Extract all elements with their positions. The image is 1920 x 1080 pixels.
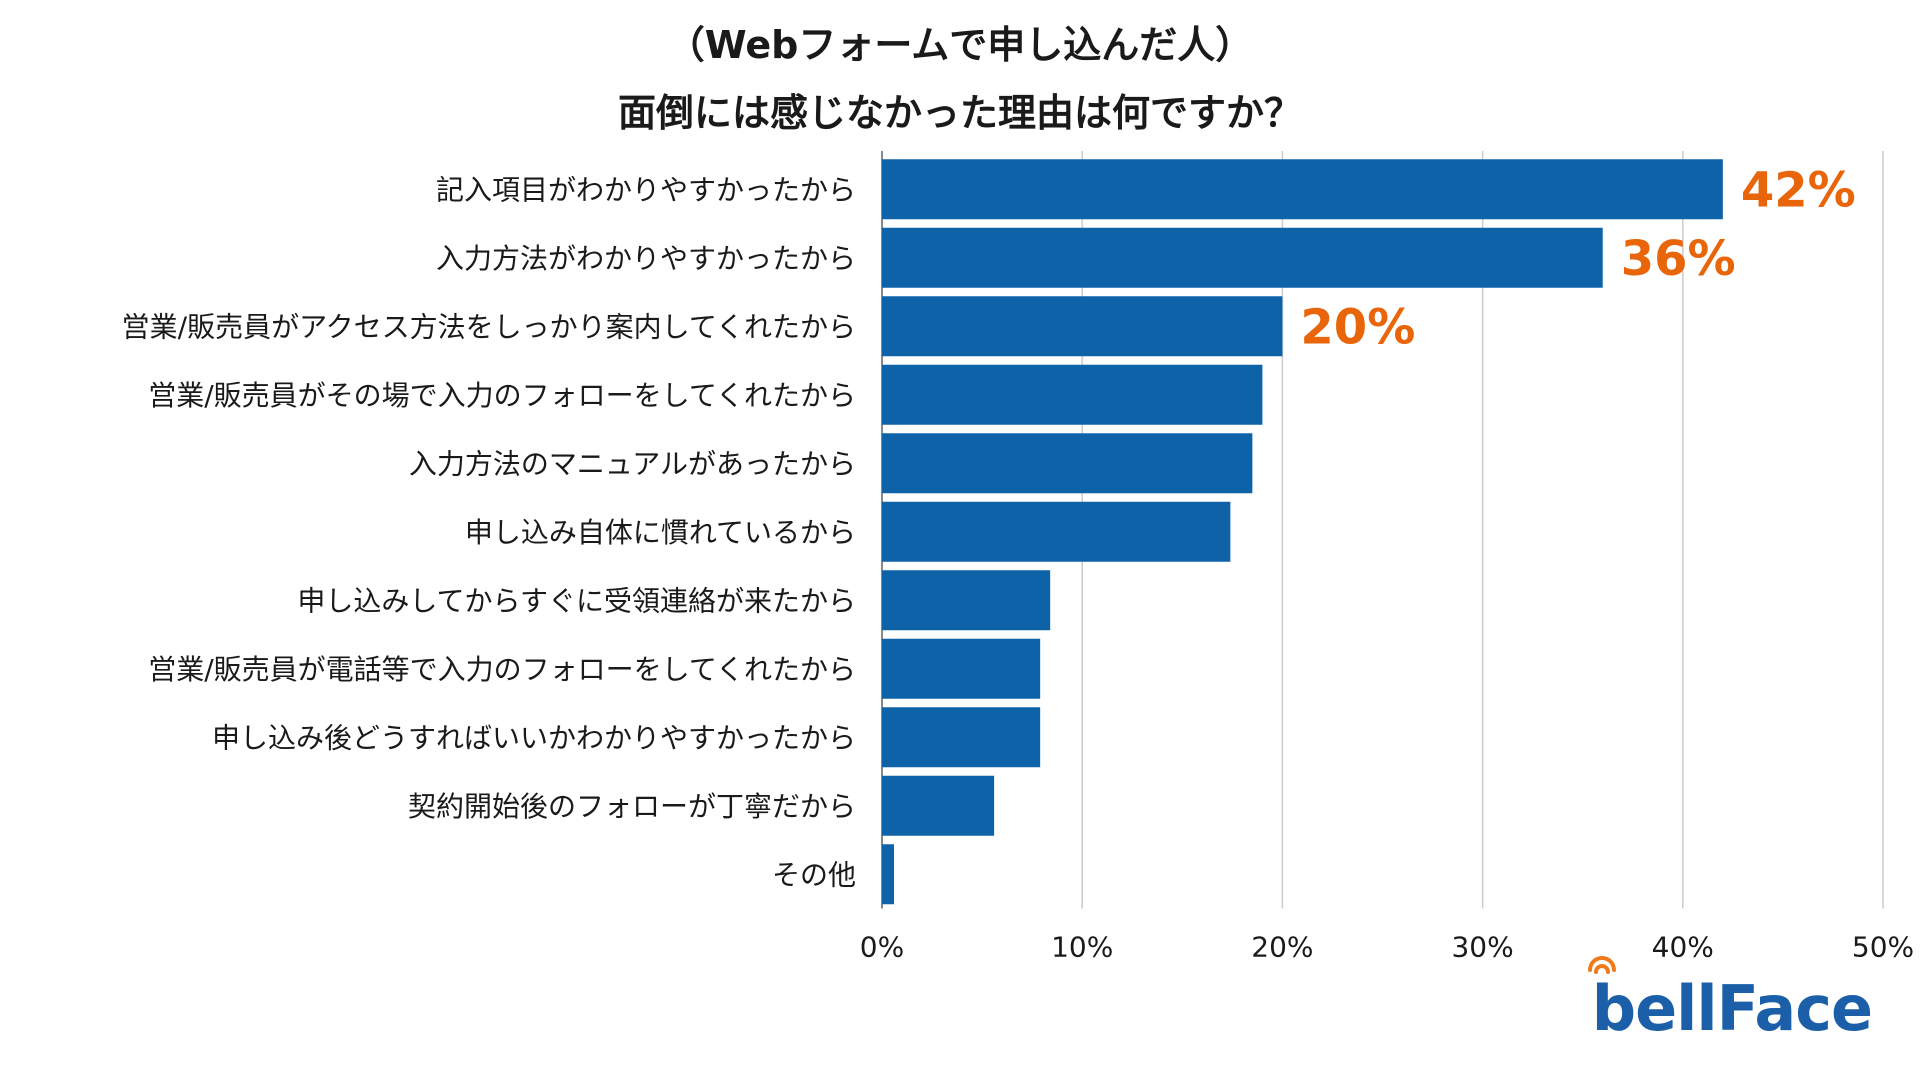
- category-label: 入力方法がわかりやすかったから: [436, 242, 856, 275]
- data-label: 36%: [1621, 231, 1736, 287]
- x-tick-label: 20%: [1251, 931, 1313, 964]
- bar: [882, 433, 1253, 494]
- category-label: 営業/販売員がアクセス方法をしっかり案内してくれたから: [122, 310, 856, 343]
- bar: [882, 844, 895, 905]
- category-label: 記入項目がわかりやすかったから: [436, 173, 856, 206]
- chart-title-line-2: 面倒には感じなかった理由は何ですか？: [618, 91, 1302, 135]
- category-label: 申し込み後どうすればいいかわかりやすかったから: [212, 721, 856, 754]
- category-label: 入力方法のマニュアルがあったから: [409, 447, 856, 480]
- bar: [882, 638, 1041, 699]
- data-label: 42%: [1741, 162, 1856, 218]
- data-label: 20%: [1300, 299, 1415, 355]
- bar: [882, 707, 1041, 768]
- x-tick-label: 50%: [1852, 931, 1914, 964]
- bar: [882, 775, 995, 836]
- x-tick-label: 40%: [1652, 931, 1714, 964]
- category-label: 営業/販売員が電話等で入力のフォローをしてくれたから: [148, 653, 856, 686]
- bar: [882, 570, 1051, 631]
- x-tick-label: 10%: [1051, 931, 1113, 964]
- x-tick-label: 30%: [1451, 931, 1513, 964]
- signal-waves-icon: [1587, 956, 1616, 974]
- bar: [882, 364, 1263, 425]
- logo-text: bellFace: [1591, 972, 1873, 1045]
- category-label: 申し込み自体に慣れているから: [465, 516, 856, 549]
- bar: [882, 296, 1283, 357]
- category-label: 契約開始後のフォローが丁寧だから: [408, 790, 856, 823]
- category-label: その他: [772, 858, 856, 891]
- bar: [882, 227, 1603, 288]
- category-label: 営業/販売員がその場で入力のフォローをしてくれたから: [148, 379, 856, 412]
- chart-title-line-1: （Webフォームで申し込んだ人）: [667, 23, 1253, 67]
- bellface-logo: bellFace: [1582, 950, 1873, 1045]
- bar: [882, 501, 1231, 562]
- x-tick-label: 0%: [860, 931, 904, 964]
- category-label: 申し込みしてからすぐに受領連絡が来たから: [297, 584, 856, 617]
- bar: [882, 159, 1723, 220]
